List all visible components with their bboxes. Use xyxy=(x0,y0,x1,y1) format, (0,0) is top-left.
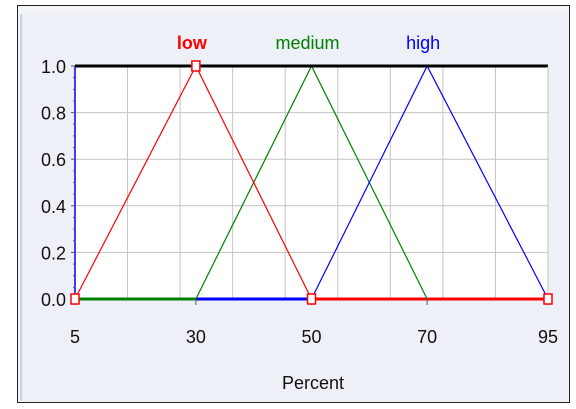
handle-end[interactable] xyxy=(543,293,553,305)
grid xyxy=(75,66,548,299)
handle-low-2[interactable] xyxy=(306,293,317,305)
x-axis-label: Percent xyxy=(282,373,344,393)
y-tick-label: 0.2 xyxy=(41,243,66,263)
tick-labels: 5 30 50 70 95 0.0 0.2 0.4 0.6 0.8 1.0 xyxy=(41,57,558,347)
y-tick-label: 1.0 xyxy=(41,57,66,77)
x-tick-label: 95 xyxy=(538,327,558,347)
x-tick-label: 30 xyxy=(186,327,206,347)
handle-low-0[interactable] xyxy=(70,293,80,305)
y-tick-label: 0.6 xyxy=(41,150,66,170)
plot-area xyxy=(75,66,548,299)
y-tick-label: 0.4 xyxy=(41,197,66,217)
legend-label-high: high xyxy=(406,33,440,53)
y-tick-label: 0.8 xyxy=(41,104,66,124)
x-tick-label: 5 xyxy=(70,327,80,347)
y-tick-label: 0.0 xyxy=(41,290,66,310)
legend: low medium high xyxy=(177,33,440,53)
axes xyxy=(71,64,549,305)
x-tick-label: 70 xyxy=(417,327,437,347)
legend-label-medium: medium xyxy=(275,33,339,53)
handle-low-1[interactable] xyxy=(191,60,201,72)
handles[interactable] xyxy=(70,60,553,305)
legend-label-low: low xyxy=(177,33,208,53)
x-tick-label: 50 xyxy=(301,327,321,347)
